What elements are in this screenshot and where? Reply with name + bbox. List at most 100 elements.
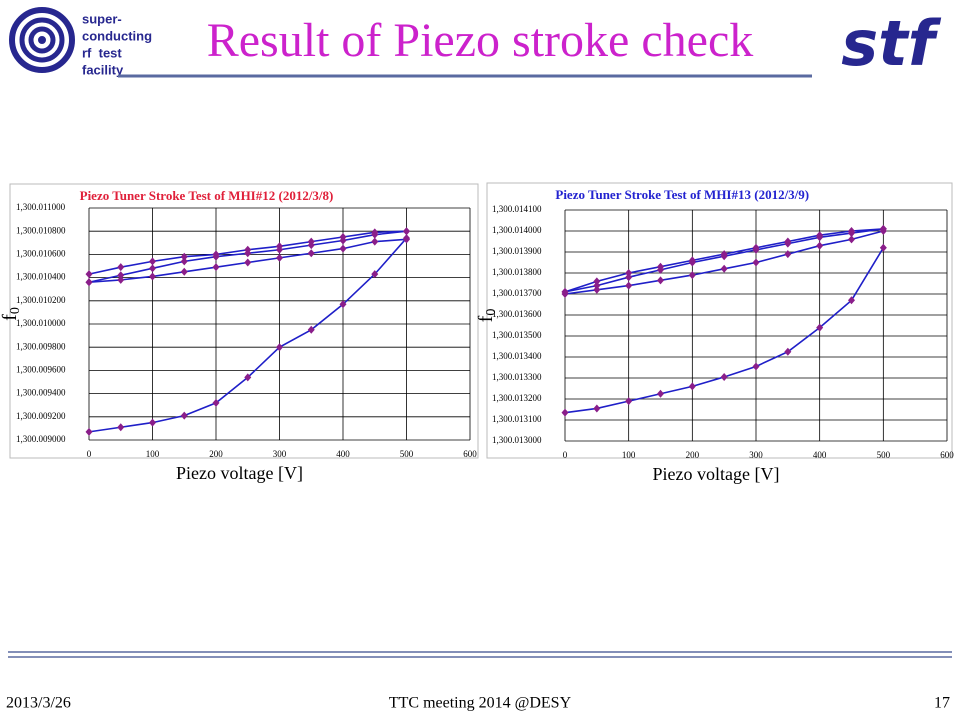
y-tick-label: 1,300.013400 — [492, 351, 542, 361]
y-tick-label: 1,300.010200 — [16, 295, 66, 305]
x-axis-label: Piezo voltage [V] — [653, 464, 780, 484]
footer-page: 17 — [934, 695, 950, 712]
data-point — [180, 267, 188, 276]
data-point — [848, 235, 855, 244]
data-point — [688, 271, 696, 280]
y-tick-label: 1,300.013500 — [492, 330, 542, 340]
y-tick-label: 1,300.013700 — [492, 288, 542, 298]
data-point — [307, 241, 315, 250]
data-point — [403, 235, 410, 244]
data-point — [593, 277, 601, 286]
chart: Piezo Tuner Stroke Test of MHI#12 (2012/… — [0, 183, 479, 483]
x-tick-label: 300 — [749, 450, 763, 460]
data-point — [149, 264, 156, 273]
data-point — [752, 245, 760, 254]
x-tick-label: 600 — [463, 449, 477, 459]
data-point — [371, 270, 379, 279]
data-point — [816, 323, 824, 332]
data-point — [879, 243, 887, 252]
logo-right: stf — [841, 7, 942, 80]
data-point — [848, 229, 855, 238]
logo-text: facility — [82, 62, 124, 77]
y-tick-label: 1,300.010800 — [16, 225, 66, 235]
y-axis-label-main: f — [0, 314, 21, 321]
data-point — [561, 408, 569, 417]
data-point — [720, 252, 728, 261]
x-tick-label: 500 — [400, 449, 414, 459]
y-tick-label: 1,300.014000 — [492, 225, 542, 235]
y-tick-label: 1,300.009000 — [16, 434, 66, 444]
y-axis-label: f0 — [475, 309, 500, 323]
data-point — [720, 264, 728, 273]
x-tick-label: 100 — [622, 450, 636, 460]
data-point — [85, 278, 93, 287]
data-point — [593, 281, 601, 290]
y-tick-label: 1,300.009800 — [16, 341, 66, 351]
x-tick-label: 200 — [209, 449, 223, 459]
data-point — [339, 244, 347, 253]
data-point — [720, 372, 728, 381]
data-point — [593, 285, 601, 294]
y-axis-label-sub: 0 — [484, 309, 499, 316]
data-point — [117, 275, 125, 284]
data-point — [85, 270, 93, 279]
data-point — [816, 233, 824, 242]
y-tick-label: 1,300.009200 — [16, 411, 66, 421]
data-point — [848, 296, 855, 305]
data-point — [117, 271, 125, 280]
data-point — [307, 249, 315, 258]
x-tick-label: 200 — [686, 450, 700, 460]
data-point — [307, 325, 315, 334]
data-point — [625, 269, 633, 277]
data-point — [371, 230, 379, 239]
data-point — [752, 362, 760, 371]
chart-title: Piezo Tuner Stroke Test of MHI#12 (2012/… — [80, 188, 334, 203]
data-point — [752, 258, 760, 267]
data-point — [657, 276, 664, 285]
logo-text: rf test — [82, 45, 122, 60]
data-point — [276, 253, 283, 262]
data-point — [879, 227, 887, 235]
x-tick-label: 0 — [87, 449, 92, 459]
y-tick-label: 1,300.013800 — [492, 267, 542, 277]
data-point — [688, 258, 696, 267]
data-point — [339, 300, 347, 309]
y-tick-label: 1,300.011000 — [16, 202, 66, 212]
x-tick-label: 300 — [273, 449, 287, 459]
y-tick-label: 1,300.010600 — [16, 248, 66, 258]
logo-left: super- conducting rf test facility — [82, 11, 152, 77]
x-tick-label: 400 — [813, 450, 827, 460]
data-point — [625, 273, 633, 282]
data-point — [784, 239, 792, 248]
y-axis-label: f0 — [0, 307, 23, 321]
footer-center: TTC meeting 2014 @DESY — [389, 695, 572, 712]
data-point — [212, 263, 220, 272]
y-tick-label: 1,300.014100 — [492, 204, 542, 214]
data-point — [593, 404, 601, 413]
data-point — [180, 252, 188, 261]
data-point — [212, 252, 220, 261]
data-point — [244, 258, 252, 267]
data-point — [784, 250, 792, 259]
y-tick-label: 1,300.013000 — [492, 435, 542, 445]
data-point — [276, 343, 283, 352]
data-point — [276, 245, 283, 254]
data-point — [212, 398, 220, 407]
data-point — [180, 411, 188, 420]
y-tick-label: 1,300.013100 — [492, 414, 542, 424]
y-axis-label-main: f — [475, 315, 497, 322]
data-point — [688, 382, 696, 391]
chart-frame — [9, 183, 479, 459]
x-tick-label: 400 — [336, 449, 350, 459]
y-tick-label: 1,300.010400 — [16, 272, 66, 282]
data-point — [561, 290, 569, 298]
data-point — [149, 272, 156, 281]
x-tick-label: 0 — [563, 450, 568, 460]
slide-title: Result of Piezo stroke check — [207, 14, 754, 67]
data-point — [244, 249, 252, 258]
chart-title: Piezo Tuner Stroke Test of MHI#13 (2012/… — [555, 187, 809, 202]
data-point — [657, 265, 664, 274]
y-tick-label: 1,300.010000 — [16, 318, 66, 328]
